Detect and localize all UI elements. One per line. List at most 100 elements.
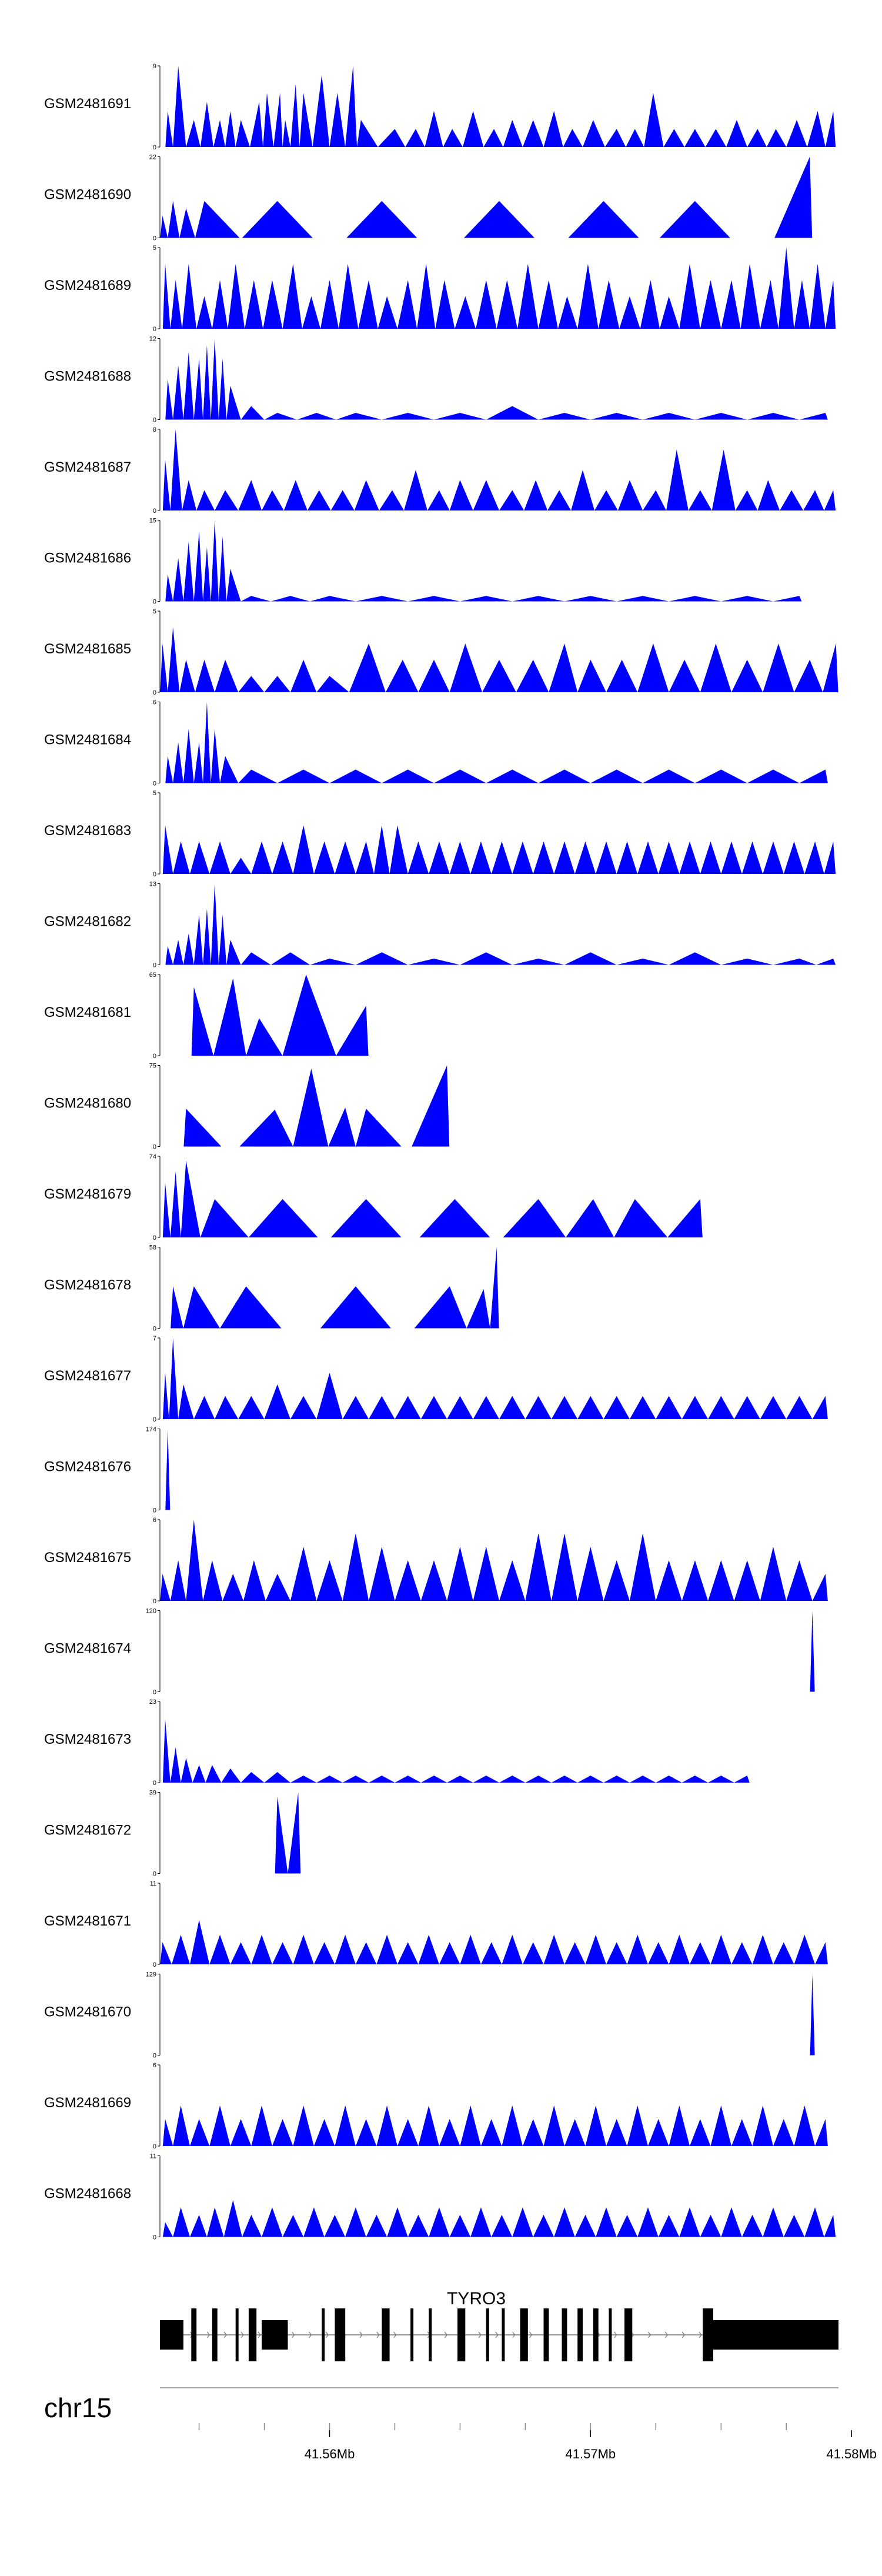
exon-block	[703, 2308, 713, 2361]
exon-block	[335, 2308, 346, 2361]
y-zero-label: 0	[153, 1144, 156, 1151]
exon-block	[429, 2308, 432, 2361]
exon-block	[609, 2308, 612, 2361]
track-GSM2481690: GSM2481690 22 0	[44, 154, 813, 242]
track-GSM2481676: GSM2481676 174 0	[44, 1426, 171, 1514]
y-zero-label: 0	[153, 780, 156, 788]
strand-arrow	[664, 2331, 669, 2338]
track-label: GSM2481684	[44, 732, 131, 748]
track-GSM2481674: GSM2481674 120 0	[44, 1608, 815, 1696]
exon-block	[562, 2308, 567, 2361]
track-GSM2481682: GSM2481682 13 0	[44, 881, 836, 969]
exon-block	[410, 2308, 414, 2361]
track-label: GSM2481687	[44, 459, 131, 475]
track-GSM2481673: GSM2481673 23 0	[44, 1699, 750, 1787]
track-GSM2481685: GSM2481685 5 0	[44, 608, 838, 696]
track-label: GSM2481678	[44, 1277, 131, 1293]
track-label: GSM2481675	[44, 1550, 131, 1566]
track-label: GSM2481689	[44, 278, 131, 293]
exon-block	[235, 2308, 239, 2361]
track-GSM2481672: GSM2481672 39 0	[44, 1790, 301, 1878]
genome-axis-track: chr15 41.56Mb 41.57Mb 41.58Mb	[44, 2387, 877, 2461]
track-label: GSM2481690	[44, 187, 131, 203]
track-label: GSM2481674	[44, 1641, 131, 1657]
exon-block	[543, 2308, 549, 2361]
coverage-area	[804, 1974, 815, 2056]
coverage-area	[804, 1610, 815, 1692]
track-GSM2481687: GSM2481687 8 0	[44, 426, 836, 515]
exon-block	[486, 2308, 489, 2361]
exon-block	[502, 2308, 505, 2361]
y-max-label: 5	[153, 245, 156, 252]
track-GSM2481689: GSM2481689 5 0	[44, 245, 836, 333]
coverage-area	[178, 1065, 450, 1147]
track-GSM2481688: GSM2481688 12 0	[44, 336, 828, 424]
track-label: GSM2481668	[44, 2186, 131, 2202]
track-GSM2481677: GSM2481677 7 0	[44, 1335, 828, 1423]
y-max-label: 23	[149, 1699, 156, 1706]
track-label: GSM2481677	[44, 1368, 131, 1384]
y-zero-label: 0	[153, 1598, 156, 1605]
genome-tick-label: 41.58Mb	[826, 2447, 877, 2461]
coverage-area	[160, 520, 802, 602]
y-zero-label: 0	[153, 326, 156, 333]
y-zero-label: 0	[153, 1053, 156, 1060]
y-zero-label: 0	[153, 1780, 156, 1787]
exon-block	[457, 2308, 466, 2361]
y-max-label: 7	[153, 1335, 156, 1342]
strand-arrow	[512, 2331, 516, 2338]
exon-block	[577, 2308, 583, 2361]
y-max-label: 6	[153, 1517, 156, 1524]
y-zero-label: 0	[153, 962, 156, 969]
y-max-label: 120	[146, 1608, 156, 1615]
coverage-area	[269, 1792, 301, 1874]
y-max-label: 5	[153, 608, 156, 615]
y-max-label: 8	[153, 426, 156, 433]
y-max-label: 5	[153, 790, 156, 797]
track-label: GSM2481688	[44, 369, 131, 385]
track-GSM2481675: GSM2481675 6 0	[44, 1517, 828, 1605]
strand-arrow	[206, 2331, 211, 2338]
y-max-label: 39	[149, 1790, 156, 1797]
track-label: GSM2481686	[44, 550, 131, 566]
exon-block	[191, 2308, 197, 2361]
genome-tick-label: 41.56Mb	[305, 2447, 355, 2461]
coverage-area	[155, 1520, 828, 1601]
coverage-tracks: GSM248169190GSM2481690220GSM248168950GSM…	[44, 63, 838, 2241]
y-zero-label: 0	[153, 2143, 156, 2150]
strand-arrow	[292, 2331, 295, 2338]
y-max-label: 6	[153, 2062, 156, 2069]
track-label: GSM2481672	[44, 1823, 131, 1838]
track-GSM2481669: GSM2481669 6 0	[44, 2062, 828, 2150]
strand-arrow	[614, 2331, 617, 2338]
coverage-area	[160, 338, 828, 420]
track-label: GSM2481676	[44, 1459, 131, 1475]
coverage-area	[160, 66, 836, 147]
coverage-area	[165, 1247, 499, 1329]
exon-block	[262, 2320, 288, 2350]
y-zero-label: 0	[153, 1961, 156, 1968]
strand-arrow	[529, 2331, 533, 2338]
track-label: GSM2481681	[44, 1005, 131, 1020]
track-GSM2481681: GSM2481681 65 0	[44, 972, 369, 1060]
y-max-label: 12	[149, 336, 156, 343]
exon-block	[160, 2320, 183, 2350]
strand-arrow	[308, 2331, 312, 2338]
track-label: GSM2481683	[44, 823, 131, 839]
coverage-area	[155, 156, 813, 238]
exon-block	[382, 2308, 390, 2361]
track-GSM2481691: GSM2481691 9 0	[44, 63, 836, 151]
strand-arrow	[376, 2331, 380, 2338]
track-label: GSM2481682	[44, 914, 131, 930]
y-max-label: 11	[150, 1880, 156, 1887]
track-GSM2481668: GSM2481668 11 0	[44, 2153, 836, 2241]
y-zero-label: 0	[153, 1507, 156, 1514]
coverage-area	[186, 975, 369, 1056]
strand-arrow	[444, 2331, 447, 2338]
coverage-area	[155, 1920, 828, 1964]
y-zero-label: 0	[153, 2053, 156, 2060]
coverage-area	[157, 1338, 828, 1419]
y-max-label: 65	[149, 972, 156, 979]
track-GSM2481679: GSM2481679 74 0	[44, 1153, 703, 1242]
y-max-label: 6	[153, 699, 156, 706]
